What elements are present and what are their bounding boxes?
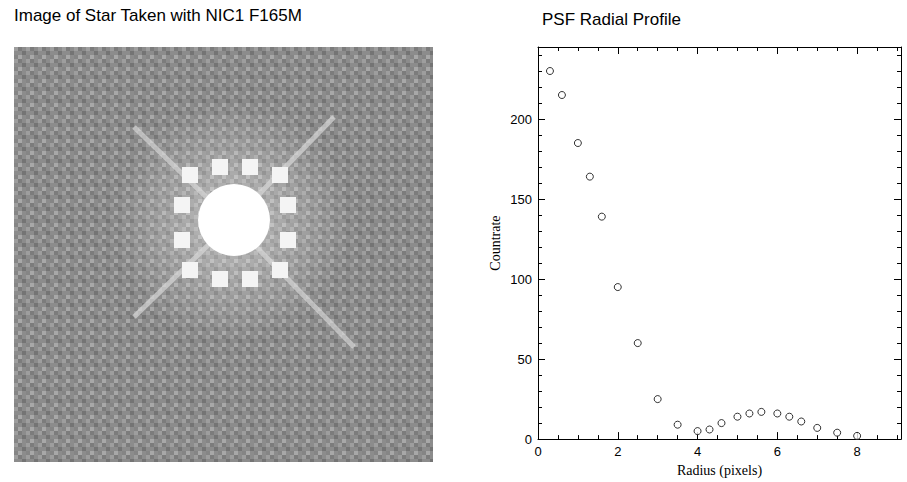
svg-text:6: 6: [774, 444, 781, 459]
svg-text:8: 8: [854, 444, 861, 459]
svg-text:PSF Radial Profile: PSF Radial Profile: [542, 10, 681, 29]
svg-text:0: 0: [534, 444, 541, 459]
svg-text:100: 100: [510, 272, 532, 287]
svg-text:Countrate: Countrate: [488, 215, 503, 270]
svg-text:2: 2: [614, 444, 621, 459]
svg-text:50: 50: [518, 352, 532, 367]
html-text:Image of Star Taken with NIC1: Image of Star Taken with NIC1 F165M: [14, 6, 302, 25]
svg-text:Radius (pixels): Radius (pixels): [677, 463, 762, 479]
svg-text:0: 0: [525, 432, 532, 447]
svg-text:4: 4: [694, 444, 701, 459]
svg-text:150: 150: [510, 192, 532, 207]
svg-text:200: 200: [510, 112, 532, 127]
